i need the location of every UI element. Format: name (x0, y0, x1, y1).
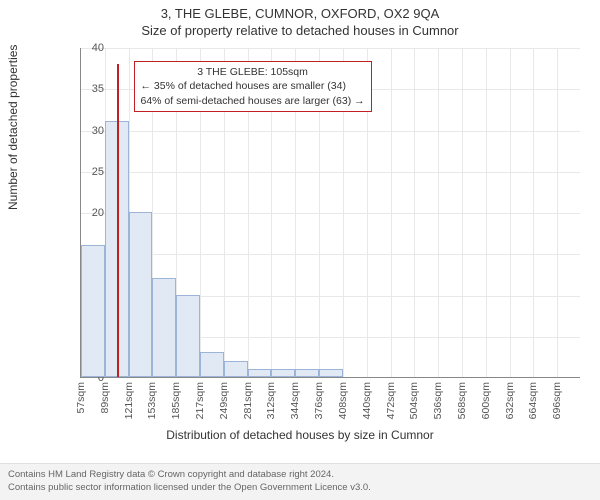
gridline-v (533, 48, 534, 377)
plot-region: 051015202530354057sqm89sqm121sqm153sqm18… (80, 48, 580, 378)
gridline-v (557, 48, 558, 377)
xtick-label: 344sqm (289, 382, 301, 419)
histogram-bar (295, 369, 319, 377)
xtick-label: 57sqm (75, 382, 87, 414)
y-axis-label: Number of detached properties (6, 45, 20, 210)
gridline-v (486, 48, 487, 377)
xtick-label: 89sqm (99, 382, 111, 414)
ytick-label: 35 (74, 83, 104, 95)
callout-line: 64% of semi-detached houses are larger (… (141, 94, 365, 108)
histogram-bar (176, 295, 200, 378)
xtick-label: 472sqm (385, 382, 397, 419)
chart-area: 051015202530354057sqm89sqm121sqm153sqm18… (50, 48, 580, 418)
gridline-v (462, 48, 463, 377)
ytick-label: 25 (74, 166, 104, 178)
callout-line: ← 35% of detached houses are smaller (34… (141, 79, 365, 93)
gridline-h (81, 48, 580, 49)
gridline-h (81, 213, 580, 214)
gridline-h (81, 254, 580, 255)
histogram-bar (224, 361, 248, 378)
xtick-label: 504sqm (408, 382, 420, 419)
xtick-label: 568sqm (456, 382, 468, 419)
histogram-bar (319, 369, 343, 377)
histogram-bar (81, 245, 105, 377)
ytick-label: 20 (74, 207, 104, 219)
gridline-v (414, 48, 415, 377)
histogram-bar (200, 352, 224, 377)
page-title-line1: 3, THE GLEBE, CUMNOR, OXFORD, OX2 9QA (0, 0, 600, 21)
property-callout: 3 THE GLEBE: 105sqm← 35% of detached hou… (134, 61, 372, 112)
gridline-h (81, 131, 580, 132)
histogram-bar (248, 369, 272, 377)
xtick-label: 600sqm (480, 382, 492, 419)
footer-line2: Contains public sector information licen… (8, 482, 592, 495)
property-marker-line (117, 64, 119, 378)
xtick-label: 664sqm (527, 382, 539, 419)
footer-attribution: Contains HM Land Registry data © Crown c… (0, 463, 600, 500)
xtick-label: 440sqm (361, 382, 373, 419)
xtick-label: 217sqm (194, 382, 206, 419)
ytick-label: 40 (74, 42, 104, 54)
xtick-label: 632sqm (504, 382, 516, 419)
xtick-label: 696sqm (551, 382, 563, 419)
gridline-v (438, 48, 439, 377)
gridline-v (391, 48, 392, 377)
xtick-label: 312sqm (265, 382, 277, 419)
ytick-label: 30 (74, 125, 104, 137)
histogram-bar (271, 369, 295, 377)
gridline-h (81, 172, 580, 173)
xtick-label: 376sqm (313, 382, 325, 419)
xtick-label: 281sqm (242, 382, 254, 419)
xtick-label: 153sqm (146, 382, 158, 419)
x-axis-label: Distribution of detached houses by size … (0, 428, 600, 442)
xtick-label: 536sqm (432, 382, 444, 419)
page-title-line2: Size of property relative to detached ho… (0, 21, 600, 38)
histogram-bar (129, 212, 153, 377)
xtick-label: 249sqm (218, 382, 230, 419)
xtick-label: 408sqm (337, 382, 349, 419)
footer-line1: Contains HM Land Registry data © Crown c… (8, 469, 592, 482)
callout-line: 3 THE GLEBE: 105sqm (141, 65, 365, 79)
xtick-label: 185sqm (170, 382, 182, 419)
gridline-v (510, 48, 511, 377)
histogram-bar (152, 278, 176, 377)
xtick-label: 121sqm (123, 382, 135, 419)
